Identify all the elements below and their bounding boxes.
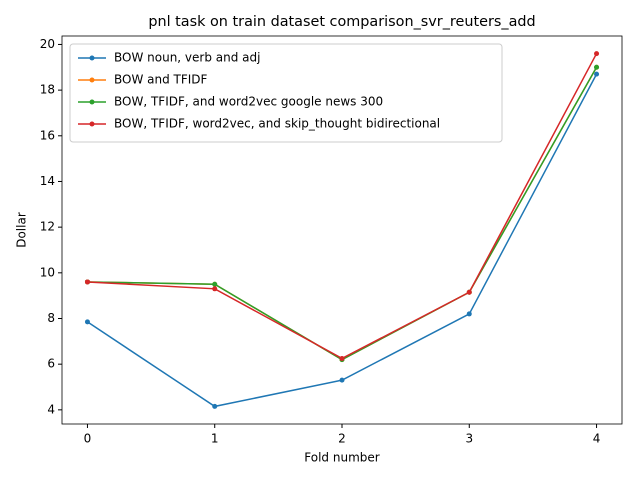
y-tick-label: 12: [40, 220, 55, 234]
data-point: [84, 279, 90, 285]
y-tick-label: 6: [47, 357, 55, 371]
legend-label: BOW noun, verb and adj: [114, 51, 260, 65]
x-tick-label: 1: [211, 432, 219, 446]
legend-label: BOW, TFIDF, and word2vec google news 300: [114, 95, 383, 109]
data-point: [212, 403, 218, 409]
x-axis-label: Fold number: [304, 451, 379, 465]
data-point: [594, 64, 600, 70]
x-tick-label: 0: [84, 432, 92, 446]
x-tick-label: 4: [593, 432, 601, 446]
legend-box: [69, 43, 503, 143]
y-axis-label: Dollar: [15, 212, 29, 248]
y-tick-label: 10: [40, 265, 55, 279]
y-tick-label: 16: [40, 128, 55, 142]
data-point: [212, 286, 218, 292]
data-point: [84, 319, 90, 325]
legend-label: BOW, TFIDF, word2vec, and skip_thought b…: [114, 117, 440, 131]
y-tick-label: 8: [47, 311, 55, 325]
y-tick-label: 18: [40, 83, 55, 97]
data-point: [212, 281, 218, 287]
data-point: [594, 51, 600, 57]
legend-marker: [89, 55, 95, 61]
x-tick-label: 2: [338, 432, 346, 446]
data-point: [466, 311, 472, 317]
data-point: [594, 71, 600, 77]
y-tick-label: 14: [40, 174, 55, 188]
chart-title: pnl task on train dataset comparison_svr…: [148, 14, 535, 30]
legend-marker: [89, 99, 95, 105]
y-tick-label: 4: [47, 402, 55, 416]
legend: BOW noun, verb and adj BOW and TFIDF BOW, …: [69, 43, 503, 143]
legend-marker: [89, 77, 95, 83]
data-point: [339, 355, 345, 361]
axes-frame: [61, 35, 623, 425]
data-point: [339, 377, 345, 383]
legend-marker: [89, 121, 95, 127]
y-tick-label: 20: [40, 37, 55, 51]
legend-label: BOW and TFIDF: [114, 73, 208, 87]
x-tick-label: 3: [465, 432, 473, 446]
data-point: [466, 289, 472, 295]
